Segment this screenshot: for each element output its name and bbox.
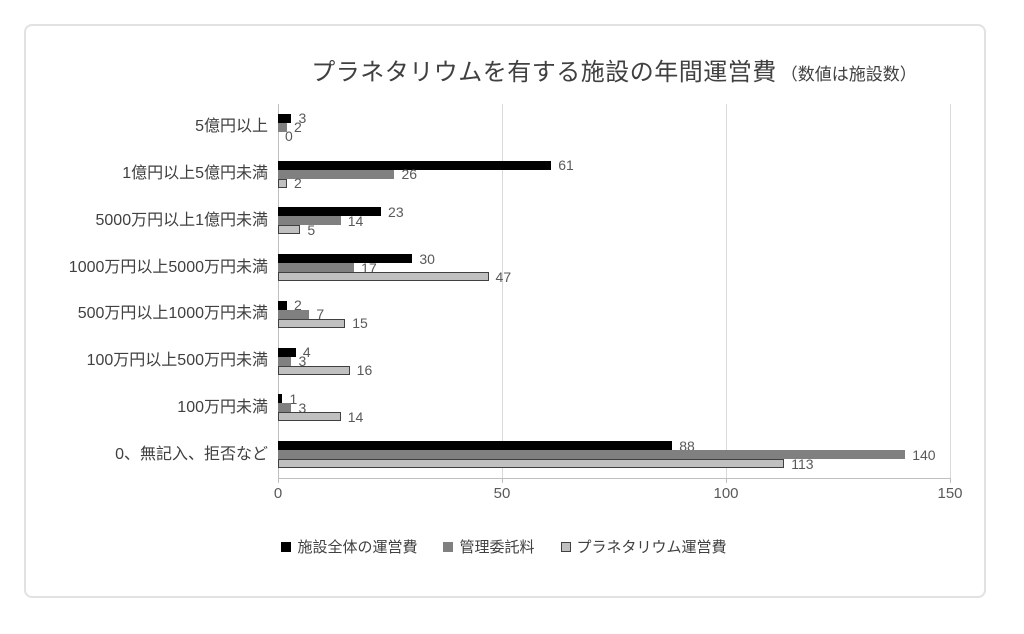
category-label: 1000万円以上5000万円未満 [68,258,268,276]
category-label: 0、無記入、拒否など [115,445,268,463]
bar-value-label: 26 [401,166,418,183]
bar [278,347,296,357]
bar-value-label: 2 [293,119,302,136]
legend-label: 管理委託料 [459,539,535,556]
category-label: 100万円未満 [177,398,268,416]
bar [278,169,395,179]
bar [278,356,292,366]
bar [278,459,785,469]
legend-marker [560,541,571,552]
bar [278,178,287,188]
bar [278,300,287,310]
bar-value-label: 30 [419,250,435,267]
bar [278,263,355,273]
bar [278,216,341,226]
bar [278,225,301,235]
gridline [726,104,727,478]
bar [278,394,283,404]
legend-marker [281,541,292,552]
x-axis-line [278,478,950,479]
x-axis-tick-label: 100 [713,485,739,502]
bar-value-label: 3 [298,399,307,416]
bar [278,254,413,264]
bar-value-label: 1 [289,390,298,407]
legend-label: 施設全体の運営費 [297,539,418,556]
chart-title-suffix: （数値は施設数） [780,65,917,84]
bar [278,441,673,451]
gridline [950,104,951,478]
bar [278,160,552,170]
legend-item: 施設全体の運営費 [281,536,417,557]
bar-value-label: 47 [495,268,512,285]
legend-item: プラネタリウム運営費 [560,536,727,557]
x-axis-tick [950,478,951,483]
bar [278,403,292,413]
bar [278,450,906,460]
legend-marker [443,541,454,552]
category-label: 500万円以上1000万円未満 [77,305,268,323]
bar [278,318,346,328]
category-label: 5000万円以上1億円未満 [95,211,269,229]
bar-value-label: 113 [791,455,814,472]
bar-value-label: 15 [352,315,368,332]
category-label: 100万円以上500万円未満 [86,352,268,370]
category-label: 5億円以上 [195,118,268,136]
bar-value-label: 23 [388,203,404,220]
legend: 施設全体の運営費 管理委託料 プラネタリウム運営費 [24,536,984,557]
x-axis-tick [726,478,727,483]
bar-value-label: 16 [356,362,373,379]
bar-value-label: 4 [302,344,311,361]
x-axis-tick-label: 50 [493,485,511,502]
x-axis-tick-label: 150 [937,485,963,502]
bar-value-label: 17 [361,259,377,276]
legend-label: プラネタリウム運営費 [576,539,727,556]
bar [278,113,292,123]
bar [278,272,489,282]
bar-value-label: 14 [347,408,364,425]
bar [278,365,350,375]
bar [278,207,382,217]
x-axis-tick [502,478,503,483]
legend-item: 管理委託料 [443,536,535,557]
bar-value-label: 61 [558,157,574,174]
chart-title: プラネタリウムを有する施設の年間運営費 （数値は施設数） [278,52,950,87]
bar-value-label: 88 [679,437,695,454]
bar [278,412,341,422]
bar-value-label: 2 [293,175,302,192]
gridline [502,104,503,478]
bar-value-label: 140 [912,446,936,463]
bar-value-label: 7 [316,306,325,323]
bar-value-label: 14 [347,212,364,229]
bar-value-label: 3 [298,353,307,370]
y-axis-line [278,104,279,483]
bar-value-label: 3 [298,110,307,127]
bar-value-label: 2 [293,297,302,314]
bar-value-label: 5 [307,221,316,238]
bar-value-label: 0 [285,128,293,145]
x-axis-tick-label: 0 [273,485,283,502]
chart-border [24,24,986,598]
bar [278,122,287,132]
chart-title-text: プラネタリウムを有する施設の年間運営費 [311,59,777,86]
category-label: 1億円以上5億円未満 [122,165,268,183]
bar [278,309,310,319]
